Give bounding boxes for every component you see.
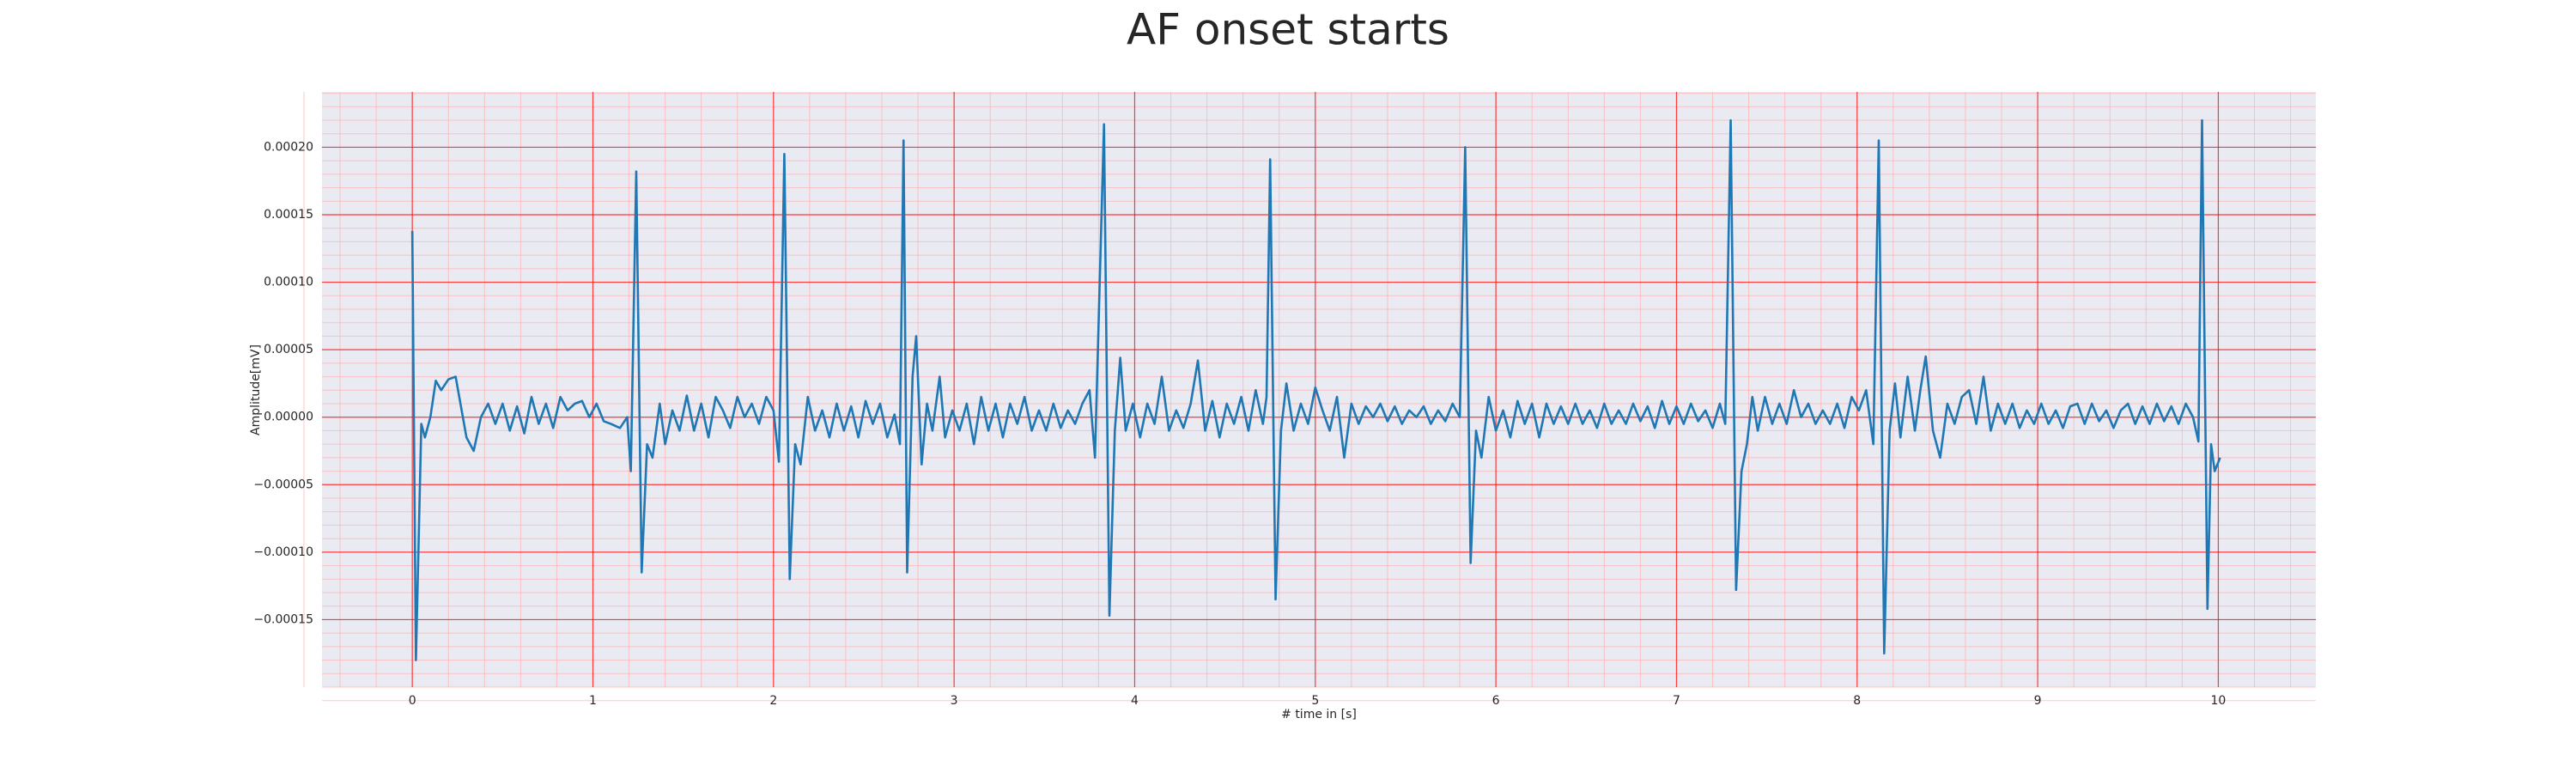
y-tick-label: 0.00015 xyxy=(264,208,313,222)
x-axis-label: # time in [s] xyxy=(1281,708,1357,721)
y-axis-label: Amplitude[mV] xyxy=(249,344,263,435)
y-tick-label: 0.00010 xyxy=(264,276,313,289)
x-tick-label: 7 xyxy=(1673,694,1680,708)
y-tick-label: −0.00015 xyxy=(253,612,313,626)
major-grid xyxy=(322,92,2316,687)
x-tick-label: 6 xyxy=(1492,694,1500,708)
y-tick-label: −0.00010 xyxy=(253,545,313,559)
x-tick-label: 1 xyxy=(589,694,597,708)
signal-line xyxy=(410,119,2221,661)
x-tick-label: 0 xyxy=(409,694,416,708)
x-tick-label: 2 xyxy=(769,694,777,708)
y-tick-label: 0.00005 xyxy=(264,343,313,356)
x-tick-label: 10 xyxy=(2211,694,2227,708)
y-tick-label: 0.00000 xyxy=(264,411,313,424)
x-tick-label: 3 xyxy=(951,694,958,708)
chart-title: AF onset starts xyxy=(1127,5,1449,55)
x-tick-label: 5 xyxy=(1311,694,1319,708)
y-tick-label: 0.00020 xyxy=(264,140,313,154)
x-tick-label: 4 xyxy=(1131,694,1139,708)
x-tick-label: 9 xyxy=(2034,694,2042,708)
x-tick-label: 8 xyxy=(1853,694,1861,708)
plot-background xyxy=(322,92,2316,687)
y-tick-label: −0.00005 xyxy=(253,478,313,491)
